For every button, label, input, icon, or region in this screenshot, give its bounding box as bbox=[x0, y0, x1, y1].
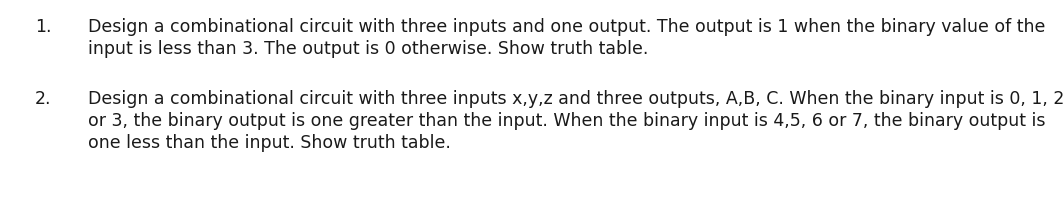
Text: input is less than 3. The output is 0 otherwise. Show truth table.: input is less than 3. The output is 0 ot… bbox=[88, 40, 648, 58]
Text: 2.: 2. bbox=[35, 90, 51, 108]
Text: one less than the input. Show truth table.: one less than the input. Show truth tabl… bbox=[88, 134, 451, 152]
Text: Design a combinational circuit with three inputs and one output. The output is 1: Design a combinational circuit with thre… bbox=[88, 18, 1045, 36]
Text: 1.: 1. bbox=[35, 18, 51, 36]
Text: Design a combinational circuit with three inputs x,y,z and three outputs, A,B, C: Design a combinational circuit with thre… bbox=[88, 90, 1063, 108]
Text: or 3, the binary output is one greater than the input. When the binary input is : or 3, the binary output is one greater t… bbox=[88, 112, 1046, 130]
